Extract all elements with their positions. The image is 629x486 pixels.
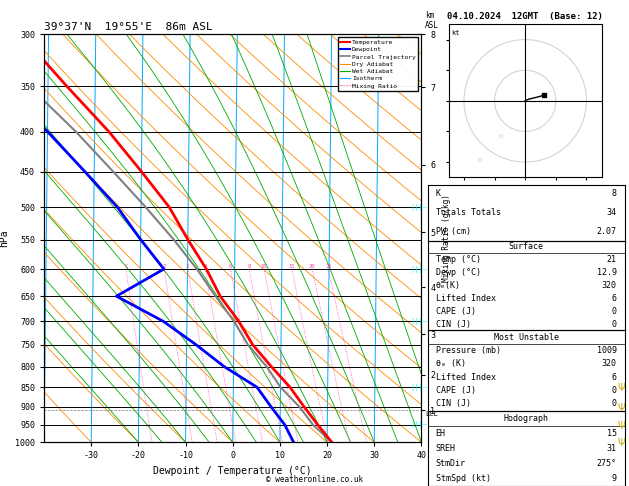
Text: θₑ (K): θₑ (K) (436, 359, 465, 368)
Text: 6: 6 (612, 294, 616, 303)
Legend: Temperature, Dewpoint, Parcel Trajectory, Dry Adiabat, Wet Adiabat, Isotherm, Mi: Temperature, Dewpoint, Parcel Trajectory… (338, 37, 418, 91)
Text: PW (cm): PW (cm) (436, 227, 470, 236)
Text: 2.07: 2.07 (597, 227, 616, 236)
Text: StmSpd (kt): StmSpd (kt) (436, 474, 491, 483)
Text: EH: EH (436, 429, 445, 438)
Text: 10: 10 (261, 264, 267, 269)
Text: kt: kt (452, 31, 460, 36)
Text: Pressure (mb): Pressure (mb) (436, 346, 501, 355)
Text: Temp (°C): Temp (°C) (436, 255, 481, 264)
Text: 0: 0 (612, 399, 616, 409)
Text: 1009: 1009 (597, 346, 616, 355)
Text: Lifted Index: Lifted Index (436, 373, 496, 382)
Text: 0: 0 (612, 320, 616, 329)
Text: |||—: |||— (411, 318, 428, 325)
Text: 0: 0 (612, 386, 616, 395)
Text: 3: 3 (186, 264, 189, 269)
Text: K: K (436, 190, 440, 198)
Text: Surface: Surface (509, 243, 543, 251)
Text: LCL: LCL (425, 411, 438, 417)
Text: 10: 10 (498, 134, 504, 139)
Text: Lifted Index: Lifted Index (436, 294, 496, 303)
Text: |||—: |||— (411, 265, 428, 273)
Text: CIN (J): CIN (J) (436, 320, 470, 329)
Text: 8: 8 (248, 264, 251, 269)
X-axis label: Dewpoint / Temperature (°C): Dewpoint / Temperature (°C) (153, 466, 312, 476)
Text: 12.9: 12.9 (597, 268, 616, 277)
Text: 20: 20 (309, 264, 316, 269)
Text: $\Psi$: $\Psi$ (617, 419, 626, 431)
Y-axis label: hPa: hPa (0, 229, 9, 247)
Text: 2: 2 (162, 264, 165, 269)
Text: $\Psi$: $\Psi$ (617, 436, 626, 448)
Text: |||—: |||— (411, 421, 428, 428)
Text: 20: 20 (476, 158, 482, 163)
Text: 21: 21 (607, 255, 616, 264)
Text: |||—: |||— (411, 383, 428, 391)
Text: Mixing Ratio (g/kg): Mixing Ratio (g/kg) (442, 194, 451, 282)
Text: 8: 8 (612, 190, 616, 198)
Text: 1: 1 (125, 264, 128, 269)
Text: 0: 0 (612, 307, 616, 316)
Text: 34: 34 (607, 208, 616, 217)
Text: 6: 6 (229, 264, 232, 269)
Text: CIN (J): CIN (J) (436, 399, 470, 409)
Text: $\Psi$: $\Psi$ (617, 400, 626, 413)
Text: 15: 15 (607, 429, 616, 438)
Text: 4: 4 (204, 264, 207, 269)
Text: SREH: SREH (436, 444, 455, 453)
Text: CAPE (J): CAPE (J) (436, 386, 476, 395)
Text: |||—: |||— (411, 204, 428, 211)
Text: Most Unstable: Most Unstable (494, 332, 559, 342)
Text: 275°: 275° (597, 459, 616, 468)
Text: 25: 25 (325, 264, 331, 269)
Text: 9: 9 (612, 474, 616, 483)
Text: 04.10.2024  12GMT  (Base: 12): 04.10.2024 12GMT (Base: 12) (447, 12, 603, 21)
Text: © weatheronline.co.uk: © weatheronline.co.uk (266, 474, 363, 484)
Text: 6: 6 (612, 373, 616, 382)
Text: Totals Totals: Totals Totals (436, 208, 501, 217)
Text: Hodograph: Hodograph (504, 414, 548, 423)
Text: StmDir: StmDir (436, 459, 465, 468)
Text: Dewp (°C): Dewp (°C) (436, 268, 481, 277)
Text: km
ASL: km ASL (425, 11, 439, 30)
Text: 320: 320 (602, 281, 616, 290)
Text: 320: 320 (602, 359, 616, 368)
Text: CAPE (J): CAPE (J) (436, 307, 476, 316)
Text: 31: 31 (607, 444, 616, 453)
Text: 15: 15 (289, 264, 295, 269)
Text: 39°37'N  19°55'E  86m ASL: 39°37'N 19°55'E 86m ASL (44, 22, 213, 32)
Text: $\Psi$: $\Psi$ (617, 381, 626, 393)
Text: θₑ(K): θₑ(K) (436, 281, 460, 290)
